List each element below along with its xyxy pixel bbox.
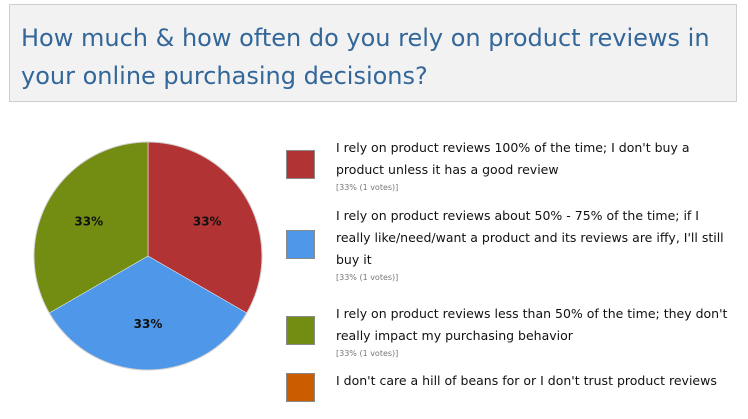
- legend-label: I rely on product reviews about 50% - 75…: [336, 205, 736, 283]
- pie-outline: [33, 141, 263, 371]
- legend-label: I don't care a hill of beans for or I do…: [336, 370, 736, 393]
- option-text: I don't care a hill of beans for or I do…: [336, 373, 717, 388]
- slice-percent-label: 33%: [193, 214, 222, 228]
- option-text: I rely on product reviews about 50% - 75…: [336, 208, 724, 267]
- option-text: I rely on product reviews 100% of the ti…: [336, 140, 690, 177]
- pie-chart: 33% 33% 33%: [33, 141, 263, 371]
- legend-label: I rely on product reviews less than 50% …: [336, 303, 736, 359]
- poll-title: How much & how often do you rely on prod…: [21, 24, 710, 90]
- vote-count: [33% (1 votes)]: [336, 183, 399, 192]
- legend-label: I rely on product reviews 100% of the ti…: [336, 137, 736, 193]
- option-text: I rely on product reviews less than 50% …: [336, 306, 728, 343]
- legend-swatch: [286, 150, 315, 179]
- vote-count: [33% (1 votes)]: [336, 349, 399, 358]
- poll-header: How much & how often do you rely on prod…: [9, 4, 737, 102]
- slice-percent-label: 33%: [134, 317, 163, 331]
- legend-swatch: [286, 373, 315, 402]
- slice-percent-label: 33%: [74, 214, 103, 228]
- legend-swatch: [286, 316, 315, 345]
- legend-swatch: [286, 230, 315, 259]
- vote-count: [33% (1 votes)]: [336, 273, 399, 282]
